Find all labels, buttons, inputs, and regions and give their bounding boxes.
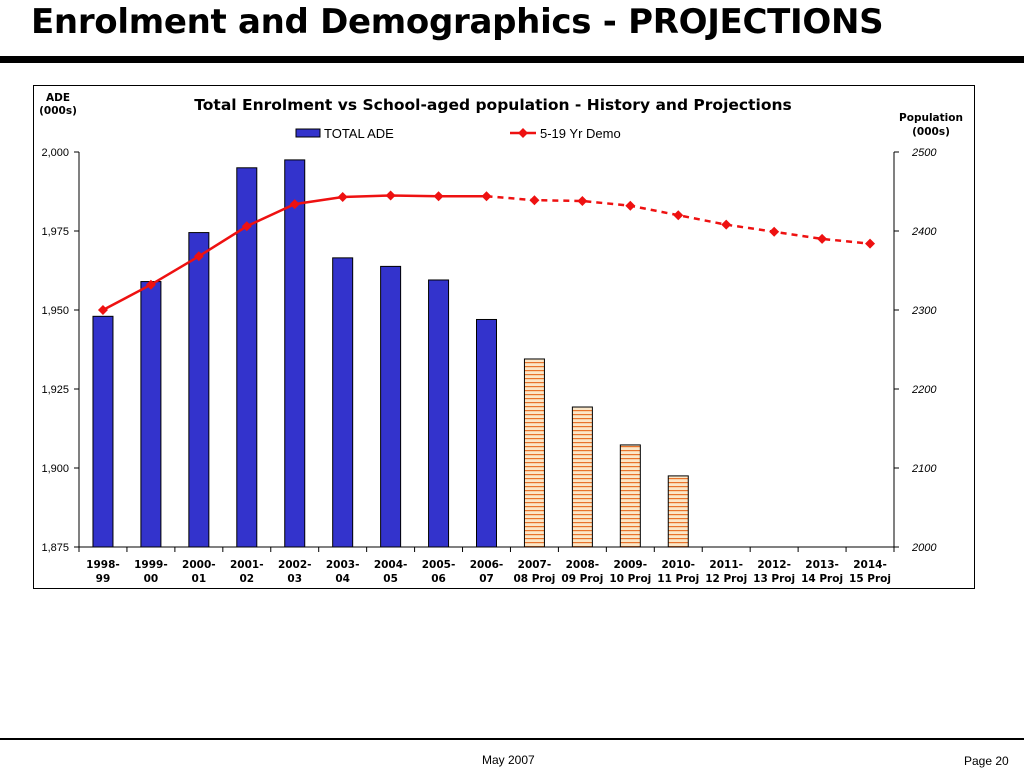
x-tick-label: 04 — [335, 573, 350, 585]
demo-point — [577, 195, 588, 206]
x-tick-label: 06 — [431, 573, 446, 585]
demo-point — [625, 200, 636, 211]
demo-point — [337, 192, 348, 203]
footer-rule — [0, 738, 1024, 740]
demo-point — [865, 238, 876, 249]
x-tick-label: 00 — [144, 573, 159, 585]
x-tick-label: 99 — [96, 573, 111, 585]
y-left-tick-label: 1,900 — [41, 463, 69, 475]
demo-point — [193, 251, 204, 262]
y-right-tick-label: 2200 — [911, 384, 937, 396]
enrolment-bar — [284, 159, 306, 548]
demo-point — [433, 191, 444, 202]
enrolment-bar — [140, 281, 162, 548]
demo-point — [817, 233, 828, 244]
y-left-tick-label: 1,925 — [41, 384, 69, 396]
legend-line-label: 5-19 Yr Demo — [540, 126, 621, 141]
x-tick-label: 2008- — [566, 559, 600, 571]
x-tick-label: 1998- — [86, 559, 120, 571]
y-right-tick-label: 2400 — [911, 226, 937, 238]
demo-point — [289, 199, 300, 210]
x-tick-label: 2010- — [661, 559, 695, 571]
y-left-label: (000s) — [39, 105, 77, 117]
y-left-tick-label: 1,975 — [41, 226, 69, 238]
demo-point — [241, 221, 252, 232]
x-tick-label: 08 Proj — [513, 573, 555, 585]
enrolment-bar — [428, 279, 450, 548]
demo-point — [529, 195, 540, 206]
y-right-label: Population — [899, 112, 963, 124]
x-tick-label: 01 — [192, 573, 207, 585]
demo-point — [769, 226, 780, 237]
chart-svg: Total Enrolment vs School-aged populatio… — [39, 92, 963, 585]
x-tick-label: 13 Proj — [753, 573, 795, 585]
y-left-tick-label: 1,875 — [41, 542, 69, 554]
projection-bar — [667, 475, 689, 548]
demo-point — [673, 210, 684, 221]
x-tick-label: 2012- — [757, 559, 791, 571]
page-title: Enrolment and Demographics - PROJECTIONS — [31, 2, 884, 42]
x-tick-label: 2002- — [278, 559, 312, 571]
enrolment-bar — [92, 315, 114, 548]
demo-point — [721, 219, 732, 230]
demo-point — [97, 305, 108, 315]
x-tick-label: 2005- — [422, 559, 456, 571]
projection-bar — [523, 358, 545, 548]
legend-line-marker — [518, 128, 528, 138]
x-tick-label: 05 — [383, 573, 398, 585]
x-tick-label: 12 Proj — [705, 573, 747, 585]
x-tick-label: 2009- — [614, 559, 648, 571]
y-right-tick-label: 2000 — [911, 542, 937, 554]
enrolment-bar — [188, 232, 210, 548]
chart-frame: Total Enrolment vs School-aged populatio… — [33, 85, 975, 589]
x-tick-label: 15 Proj — [849, 573, 891, 585]
demo-point — [145, 279, 156, 290]
x-tick-label: 2014- — [853, 559, 887, 571]
y-right-tick-label: 2300 — [911, 305, 937, 317]
x-tick-label: 2011- — [709, 559, 743, 571]
demo-line-projection — [486, 194, 871, 245]
x-tick-label: 2001- — [230, 559, 264, 571]
demo-point — [481, 191, 492, 202]
x-tick-label: 2003- — [326, 559, 360, 571]
projection-bar — [619, 444, 641, 548]
y-right-tick-label: 2100 — [911, 463, 937, 475]
x-tick-label: 03 — [287, 573, 302, 585]
demo-point — [385, 190, 396, 201]
y-right-tick-label: 2500 — [911, 147, 937, 159]
x-tick-label: 1999- — [134, 559, 168, 571]
title-rule — [0, 56, 1024, 63]
x-tick-label: 14 Proj — [801, 573, 843, 585]
enrolment-bar — [236, 167, 258, 548]
x-tick-label: 2004- — [374, 559, 408, 571]
x-tick-label: 10 Proj — [609, 573, 651, 585]
projection-bar — [571, 406, 593, 548]
x-tick-label: 09 Proj — [561, 573, 603, 585]
footer-page: Page 20 — [964, 754, 1009, 768]
x-tick-label: 11 Proj — [657, 573, 699, 585]
enrolment-bar — [380, 265, 402, 548]
x-tick-label: 02 — [239, 573, 254, 585]
chart-title: Total Enrolment vs School-aged populatio… — [194, 96, 791, 114]
legend-bar-swatch — [295, 128, 321, 138]
x-tick-label: 2013- — [805, 559, 839, 571]
x-tick-label: 2000- — [182, 559, 216, 571]
x-tick-label: 07 — [479, 573, 494, 585]
x-tick-label: 2007- — [518, 559, 552, 571]
enrolment-bar — [332, 257, 354, 548]
enrolment-bar — [476, 318, 497, 548]
y-left-tick-label: 2,000 — [41, 147, 69, 159]
y-left-tick-label: 1,950 — [41, 305, 69, 317]
y-right-label: (000s) — [912, 126, 950, 138]
x-tick-label: 2006- — [470, 559, 504, 571]
footer-date: May 2007 — [482, 753, 535, 767]
legend-bar-label: TOTAL ADE — [324, 126, 394, 141]
y-left-label: ADE — [46, 92, 70, 104]
